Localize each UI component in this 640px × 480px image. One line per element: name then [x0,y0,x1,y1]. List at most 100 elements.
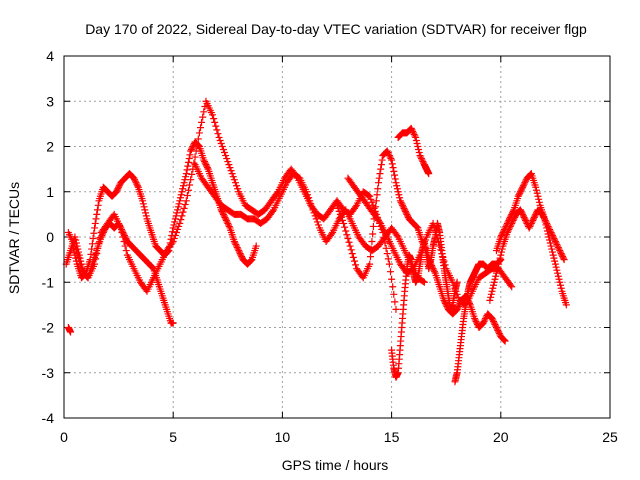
data-point-marker [416,152,424,160]
data-point-marker [391,298,399,306]
data-point-marker [220,212,228,220]
data-point-marker [390,290,398,298]
data-point-marker [546,225,554,233]
y-tick-label: -2 [42,320,55,336]
data-point-marker [366,192,374,200]
data-point-marker [313,218,321,226]
data-point-marker [132,179,140,187]
data-point-marker [525,224,533,232]
data-point-marker [494,327,502,335]
data-point-marker [479,319,487,327]
data-point-marker [522,216,530,224]
data-point-marker [418,156,426,164]
y-tick-label: 3 [46,93,54,109]
data-point-marker [176,194,184,202]
data-point-marker [532,186,540,194]
data-point-marker [179,182,187,190]
data-point-marker [142,209,150,217]
data-point-marker [396,194,404,202]
data-point-marker [407,124,415,132]
data-point-marker [397,198,405,206]
data-point-marker [184,162,192,170]
data-point-marker [203,164,211,172]
data-point-marker [556,248,564,256]
data-point-marker [547,228,555,236]
data-point-marker [504,227,512,235]
data-point-marker [341,223,349,231]
data-point-marker [500,336,508,344]
data-point-marker [350,257,358,265]
data-point-marker [517,207,525,215]
data-point-marker [193,141,201,149]
data-point-marker [498,245,506,253]
data-point-marker [236,250,244,258]
data-point-marker [492,269,500,277]
data-point-marker [528,218,536,226]
data-point-marker [522,177,530,185]
data-point-marker [198,118,206,126]
data-point-marker [141,206,149,214]
data-point-marker [186,181,194,189]
data-point-marker [413,223,421,231]
data-point-marker [527,170,535,178]
series-s3 [64,97,400,313]
data-point-marker [230,176,238,184]
data-point-marker [556,278,564,286]
data-point-marker [169,238,177,246]
data-point-marker [367,245,375,253]
data-point-marker [519,212,527,220]
data-point-marker [200,108,208,116]
data-point-marker [412,136,420,144]
data-point-marker [199,113,207,121]
data-point-marker [114,185,122,193]
data-point-marker [473,319,481,327]
data-point-marker [345,238,353,246]
data-point-marker [554,242,562,250]
data-point-marker [493,266,501,274]
data-point-marker [231,239,239,247]
data-point-marker [521,215,529,223]
plot-frame [63,55,611,419]
data-point-marker [408,126,416,134]
data-point-marker [142,212,150,220]
data-point-marker [118,228,126,236]
data-point-marker [88,240,96,248]
data-point-marker [201,159,209,167]
data-point-marker [516,189,524,197]
data-point-marker [431,268,439,276]
grid-lines [64,56,610,418]
data-point-marker [542,218,550,226]
data-point-marker [314,221,322,229]
data-point-marker [234,245,242,253]
data-point-marker [139,200,147,208]
data-point-marker [328,230,336,238]
data-point-marker [471,314,479,322]
data-point-marker [309,206,317,214]
data-point-marker [182,197,190,205]
data-point-marker [551,238,559,246]
data-point-marker [545,224,553,232]
data-point-marker [540,215,548,223]
data-point-marker [93,206,101,214]
data-point-marker [543,221,551,229]
data-point-marker [453,305,461,313]
data-point-marker [131,176,139,184]
data-point-marker [514,192,522,200]
data-point-marker [352,203,360,211]
data-point-marker [415,146,423,154]
data-point-marker [495,257,503,265]
data-point-marker [211,118,219,126]
data-point-marker [304,191,312,199]
data-point-marker [91,219,99,227]
data-point-marker [412,133,420,141]
data-point-marker [223,155,231,163]
data-point-marker [401,206,409,214]
data-point-marker [391,175,399,183]
data-point-marker [173,209,181,217]
data-point-marker [543,219,551,227]
data-point-marker [223,218,231,226]
data-point-marker [376,218,384,226]
data-point-marker [336,210,344,218]
data-point-marker [225,161,233,169]
data-point-marker [402,209,410,217]
